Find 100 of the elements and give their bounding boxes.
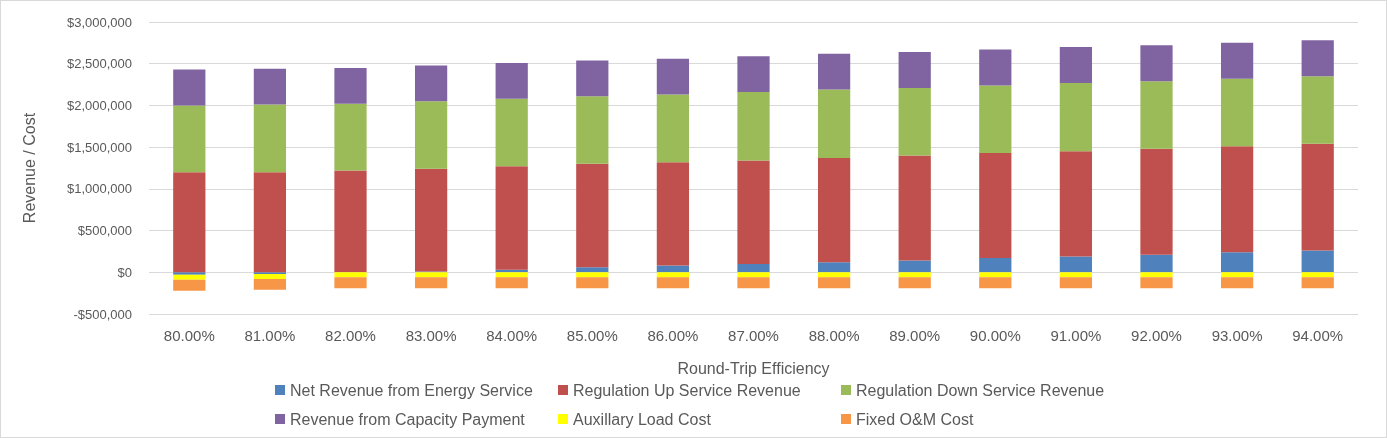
bar	[173, 279, 206, 291]
x-tick-label: 83.00%	[405, 327, 457, 344]
x-tick-label: 86.00%	[647, 327, 699, 344]
bar	[173, 172, 206, 273]
bar	[253, 278, 287, 290]
bar	[1301, 76, 1334, 144]
bar	[817, 272, 851, 278]
bar	[1301, 277, 1334, 289]
y-tick-label: $1,000,000	[66, 181, 132, 197]
bar	[817, 157, 851, 263]
bar	[979, 258, 1012, 273]
bar	[576, 267, 609, 273]
bar	[1140, 277, 1173, 289]
bar	[334, 103, 367, 171]
bar	[414, 277, 448, 289]
y-tick-label: -$500,000	[73, 306, 132, 322]
bar	[737, 56, 770, 93]
bar	[817, 277, 851, 289]
bar	[737, 160, 770, 264]
y-tick-label: $2,000,000	[66, 97, 132, 113]
bar	[334, 277, 367, 289]
y-tick-label: $3,000,000	[66, 14, 132, 30]
bar	[656, 277, 690, 289]
bar	[656, 272, 690, 278]
bar	[576, 277, 609, 289]
bar	[1220, 146, 1254, 253]
x-tick-label: 91.00%	[1050, 327, 1102, 344]
bar	[576, 272, 609, 278]
legend-label: Fixed O&M Cost	[856, 410, 974, 428]
bar	[253, 273, 287, 279]
legend-label: Net Revenue from Energy Service	[290, 381, 533, 399]
bar	[898, 87, 931, 156]
bar	[656, 58, 690, 95]
bar	[898, 272, 931, 278]
bar	[979, 277, 1012, 289]
x-tick-label: 90.00%	[969, 327, 1021, 344]
x-tick-label: 84.00%	[486, 327, 538, 344]
bar	[495, 62, 528, 99]
bar	[1220, 277, 1254, 289]
bar	[253, 104, 287, 173]
bar	[173, 274, 206, 280]
bar	[334, 272, 367, 278]
bar	[898, 260, 931, 273]
bar	[253, 172, 287, 273]
bar	[737, 277, 770, 289]
bar	[979, 85, 1012, 153]
bar	[173, 69, 206, 106]
bar	[495, 272, 528, 278]
y-axis-title: Revenue / Cost	[20, 112, 38, 224]
legend-label: Regulation Down Service Revenue	[856, 381, 1105, 399]
bar	[1059, 151, 1093, 257]
bar	[1059, 256, 1093, 273]
x-tick-label: 85.00%	[566, 327, 618, 344]
bar	[1220, 252, 1254, 273]
y-tick-label: $2,500,000	[66, 56, 132, 72]
bar	[898, 155, 931, 261]
bar	[576, 60, 609, 97]
bar	[414, 272, 448, 278]
legend-label: Auxillary Load Cost	[573, 410, 712, 428]
x-tick-label: 88.00%	[808, 327, 860, 344]
bar	[414, 168, 448, 272]
x-tick-label: 80.00%	[163, 327, 215, 344]
x-tick-label: 94.00%	[1292, 327, 1344, 344]
x-tick-label: 93.00%	[1211, 327, 1263, 344]
bar	[737, 92, 770, 161]
bar	[1140, 254, 1173, 273]
bar	[1220, 272, 1254, 278]
bar	[1140, 148, 1173, 255]
bar	[1220, 78, 1254, 147]
legend-label: Revenue from Capacity Payment	[290, 410, 526, 428]
bar	[576, 96, 609, 164]
bar	[1220, 42, 1254, 79]
bar	[1301, 250, 1334, 273]
bar	[1301, 272, 1334, 278]
bar	[495, 277, 528, 289]
x-axis-title: Round-Trip Efficiency	[677, 359, 830, 377]
bar	[898, 277, 931, 289]
bar	[979, 152, 1012, 259]
bar	[817, 53, 851, 90]
bar	[495, 166, 528, 270]
bar	[1059, 277, 1093, 289]
bar	[414, 65, 448, 102]
x-tick-label: 81.00%	[244, 327, 296, 344]
x-tick-label: 89.00%	[889, 327, 941, 344]
y-tick-label: $1,500,000	[66, 139, 132, 155]
y-tick-label: $500,000	[77, 223, 132, 239]
bar	[656, 94, 690, 163]
bar	[737, 272, 770, 278]
bar	[817, 262, 851, 273]
bar	[173, 272, 206, 275]
bar	[898, 52, 931, 88]
bar	[1140, 45, 1173, 82]
bar	[173, 105, 206, 173]
bar	[495, 98, 528, 167]
bar	[334, 170, 367, 273]
bar	[737, 263, 770, 273]
bar	[334, 67, 367, 104]
y-tick-label: $0	[117, 264, 132, 280]
bar	[1059, 82, 1093, 152]
bar	[1301, 40, 1334, 77]
